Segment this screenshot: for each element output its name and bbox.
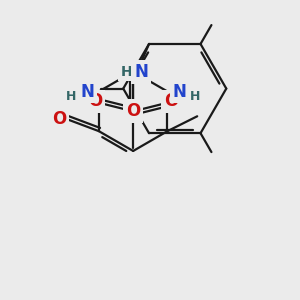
Text: N: N bbox=[134, 63, 148, 81]
Text: H: H bbox=[120, 65, 132, 79]
Text: H: H bbox=[190, 90, 200, 103]
Text: N: N bbox=[80, 82, 94, 100]
Text: O: O bbox=[164, 92, 178, 110]
Text: O: O bbox=[52, 110, 66, 128]
Text: N: N bbox=[172, 82, 186, 100]
Text: O: O bbox=[88, 92, 103, 110]
Text: O: O bbox=[126, 102, 140, 120]
Text: S: S bbox=[127, 102, 140, 120]
Text: H: H bbox=[66, 90, 76, 103]
